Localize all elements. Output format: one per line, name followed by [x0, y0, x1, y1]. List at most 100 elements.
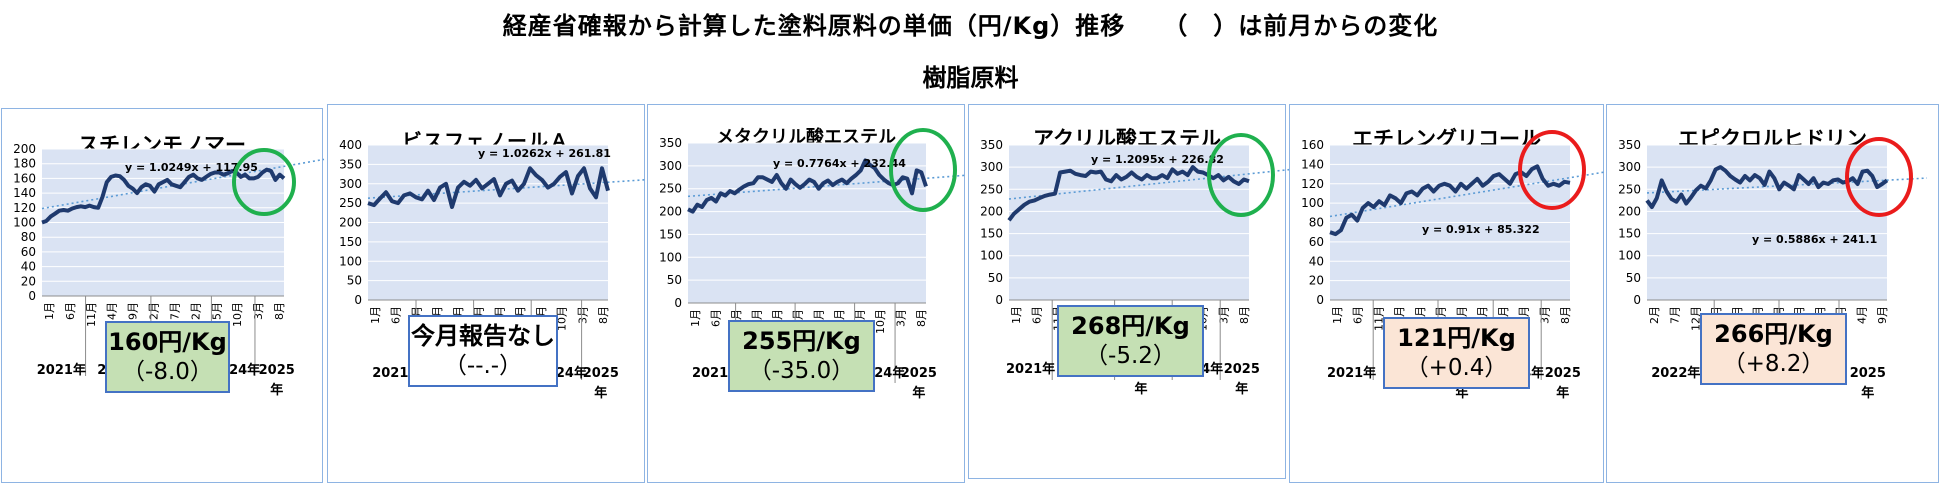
section-subtitle: 樹脂原料: [922, 64, 1019, 92]
trend-line: [1329, 170, 1611, 218]
y-tick-label: 60: [21, 245, 36, 259]
x-tick-label: 10月: [874, 309, 887, 334]
x-tick-label: 6月: [1031, 306, 1044, 324]
chart-svg: 0 50 100 150 200 250 300 350 y = 0.7764x + 232.4…: [659, 128, 967, 401]
year-label: 2021年: [37, 362, 86, 378]
highlight-circle: [889, 128, 957, 212]
year-label: 年: [912, 385, 925, 401]
chart-panel-ethylene-glycol: エチレングリコール 0 20 40 60 80 100 120 140 160 y = 0.91x…: [1289, 104, 1611, 483]
y-tick-label: 180: [13, 157, 36, 171]
highlight-circle: [232, 148, 296, 216]
plot-area: [1009, 145, 1249, 300]
y-tick-label: 120: [13, 201, 36, 215]
y-tick-label: 20: [21, 274, 36, 288]
y-tick-label: 300: [980, 160, 1003, 174]
price-box: 121円/Kg （+0.4）: [1383, 317, 1530, 389]
x-tick-label: 6月: [1352, 306, 1365, 324]
x-tick-label: 3月: [1217, 306, 1230, 324]
x-tick-label: 9月: [1876, 306, 1889, 324]
x-tick-label: 4月: [106, 302, 119, 320]
x-tick-label: 3月: [576, 306, 589, 324]
series-line: [687, 158, 928, 214]
x-tick-label: 8月: [915, 309, 928, 327]
y-tick-label: 350: [980, 138, 1003, 152]
x-tick-label: 11月: [1372, 306, 1385, 331]
y-tick-label: 0: [28, 289, 36, 303]
price-box: 268円/Kg （-5.2）: [1057, 305, 1204, 377]
x-tick-label: 4月: [1855, 306, 1868, 324]
y-tick-label: 350: [339, 157, 362, 171]
price-change: （--.-）: [443, 353, 523, 379]
chart-svg: 0 50 100 150 200 250 300 350 y = 0.5886x + 241.1…: [1618, 137, 1928, 401]
y-tick-label: 350: [1618, 138, 1641, 152]
y-tick-label: 0: [1316, 293, 1324, 307]
x-tick-label: 3月: [252, 302, 265, 320]
y-tick-label: 100: [1301, 196, 1324, 210]
page-title: 経産省確報から計算した塗料原料の単価（円/Kg）推移 （ ）は前月からの変化: [502, 12, 1439, 40]
y-tick-label: 0: [354, 293, 362, 307]
series-line: [367, 166, 610, 209]
x-tick-label: 12月: [1689, 306, 1702, 331]
y-tick-label: 250: [980, 182, 1003, 196]
year-label: 2025: [901, 366, 937, 381]
y-tick-label: 150: [980, 227, 1003, 241]
chart-panel-epichlorohydrin: エピクロルヒドリン 0 50 100 150 200 250 300 350 y = 0.588…: [1606, 104, 1939, 483]
x-tick-label: 1月: [1331, 306, 1344, 324]
price-value: 今月報告なし: [411, 322, 555, 350]
x-tick-label: 9月: [127, 302, 140, 320]
y-tick-label: 50: [988, 271, 1003, 285]
x-tick-label: 6月: [64, 302, 77, 320]
x-tick-label: 3月: [894, 309, 907, 327]
year-label: 年: [1134, 381, 1147, 397]
price-value: 160円/Kg: [108, 328, 227, 356]
y-tick-label: 50: [667, 273, 682, 287]
x-tick-label: 11月: [85, 302, 98, 327]
y-tick-label: 300: [1618, 160, 1641, 174]
y-tick-label: 100: [339, 254, 362, 268]
y-tick-label: 400: [339, 138, 362, 152]
series-line: [1329, 164, 1571, 237]
y-tick-label: 40: [21, 260, 36, 274]
plot-area: [1647, 145, 1887, 300]
chart-svg: 0 50 100 150 200 250 300 350 y = 1.2095x + 226.8…: [980, 133, 1290, 397]
price-value: 255円/Kg: [742, 327, 861, 355]
trend-equation: y = 1.0262x + 261.81: [478, 147, 611, 160]
price-value: 266円/Kg: [1714, 320, 1833, 348]
x-tick-label: 8月: [1559, 306, 1572, 324]
price-change: （+8.2）: [1722, 351, 1825, 377]
year-label: 2025: [1850, 366, 1886, 381]
plot-area: [688, 143, 926, 303]
year-label: 2025: [259, 363, 295, 378]
y-tick-label: 80: [1309, 216, 1324, 230]
x-tick-label: 6月: [390, 306, 403, 324]
price-box: 255円/Kg （-35.0）: [728, 320, 875, 392]
chart-svg: 0 20 40 60 80 100 120 140 160 y = 0.91x + 85.322 1…: [1301, 130, 1611, 401]
y-tick-label: 120: [1301, 177, 1324, 191]
price-value: 121円/Kg: [1397, 324, 1516, 352]
trend-equation: y = 1.2095x + 226.82: [1091, 153, 1224, 166]
highlight-circle: [1207, 133, 1275, 217]
y-tick-label: 100: [659, 250, 682, 264]
y-tick-label: 0: [1633, 293, 1641, 307]
y-tick-label: 140: [1301, 157, 1324, 171]
price-change: （-8.0）: [122, 359, 213, 385]
x-tick-label: 12月: [189, 302, 202, 327]
year-label: 年: [594, 385, 607, 401]
x-tick-label: 1月: [43, 302, 56, 320]
x-tick-label: 2月: [148, 302, 161, 320]
chart-panel-styrene: スチレンモノマー 0 20 40 60 80 100 120 140 160 180 200 y = …: [1, 108, 325, 483]
y-tick-label: 100: [980, 249, 1003, 263]
y-tick-label: 200: [339, 216, 362, 230]
x-tick-label: 8月: [273, 302, 286, 320]
y-tick-label: 100: [13, 216, 36, 230]
price-box: 266円/Kg （+8.2）: [1700, 313, 1847, 385]
chart-panel-methacrylate: メタクリル酸エステル 0 50 100 150 200 250 300 350 y = 0.77…: [647, 104, 967, 483]
chart-svg: 0 50 100 150 200 250 300 350 400 y = 1.0262x + 26…: [339, 138, 649, 401]
x-tick-label: 1月: [369, 306, 382, 324]
y-tick-label: 350: [659, 136, 682, 150]
trend-equation: y = 0.5886x + 241.1: [1752, 233, 1877, 246]
year-label: 2025: [583, 366, 619, 381]
y-tick-label: 60: [1309, 235, 1324, 249]
y-tick-label: 200: [13, 142, 36, 156]
trend-equation: y = 0.91x + 85.322: [1422, 223, 1540, 236]
